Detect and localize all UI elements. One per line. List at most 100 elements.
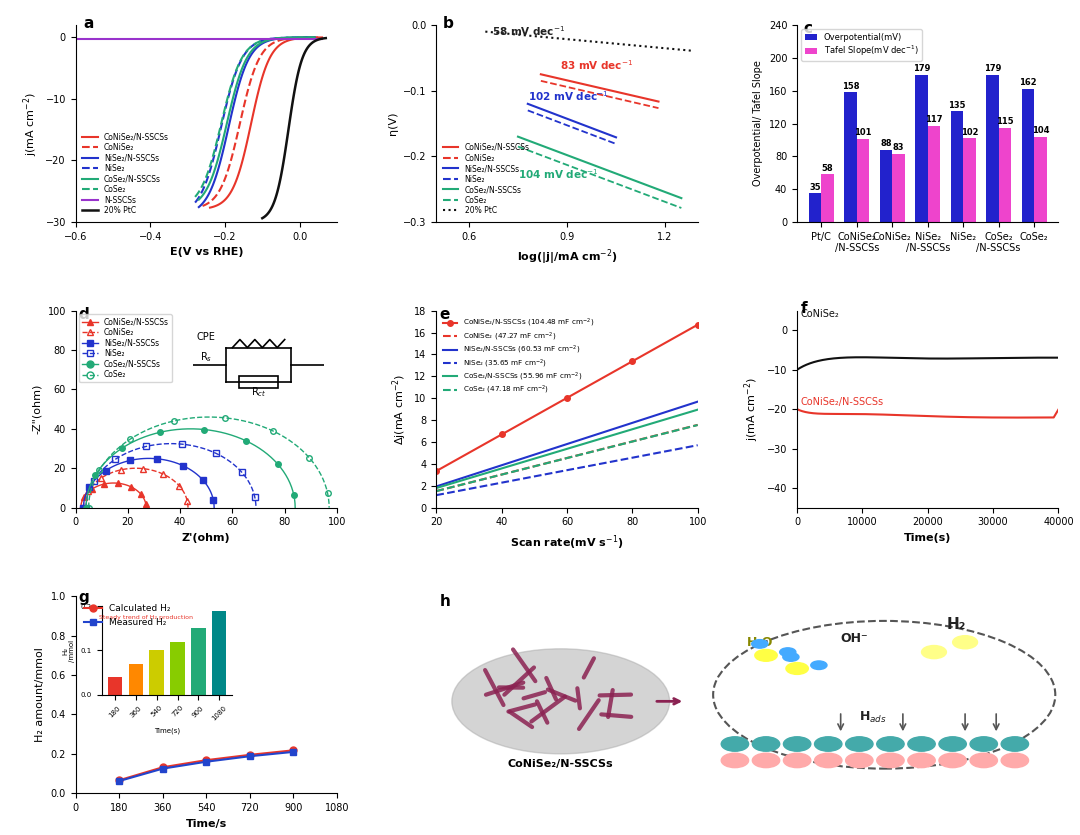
CoNiSe₂ (47.27 mF cm$^{-2}$)	[430, 486, 443, 496]
CoNiSe₂	[1005, 353, 1018, 363]
CoSe₂/N-SSCSs (55.96 mF cm$^{-2}$)	[561, 444, 573, 454]
Line: NiSe₂ (35.65 mF cm$^{-2}$): NiSe₂ (35.65 mF cm$^{-2}$)	[436, 445, 698, 495]
Circle shape	[753, 736, 780, 752]
CoNiSe₂ (47.27 mF cm$^{-2}$)	[495, 469, 508, 479]
Circle shape	[755, 650, 778, 661]
Circle shape	[970, 736, 998, 752]
Calculated H₂	[112, 775, 125, 785]
CoNiSe₂/N-SSCSs	[946, 412, 959, 422]
NiSe₂ (35.65 mF cm$^{-2}$)	[495, 478, 508, 488]
Text: 158: 158	[841, 82, 860, 91]
Line: CoSe₂/N-SSCSs: CoSe₂/N-SSCSs	[199, 38, 314, 200]
Text: 115: 115	[996, 117, 1014, 126]
Calculated H₂	[287, 746, 300, 756]
20% PtC	[314, 34, 327, 44]
CoSe₂	[260, 34, 273, 44]
Text: CoNiSe₂/N-SSCSs: CoNiSe₂/N-SSCSs	[508, 759, 613, 769]
CoNiSe₂/N-SSCSs	[225, 186, 238, 196]
Bar	[950, 111, 963, 222]
CoNiSe₂/N-SSCSs	[932, 412, 945, 422]
CoNiSe₂	[312, 33, 325, 43]
Circle shape	[783, 736, 811, 752]
CoSe₂/N-SSCSs	[308, 33, 321, 43]
Text: 88: 88	[880, 139, 892, 148]
NiSe₂	[212, 135, 225, 145]
Line: CoNiSe₂ (47.27 mF cm$^{-2}$): CoNiSe₂ (47.27 mF cm$^{-2}$)	[436, 425, 698, 491]
Line: Calculated H₂: Calculated H₂	[116, 746, 297, 784]
X-axis label: E(V vs RHE): E(V vs RHE)	[170, 247, 243, 257]
20% PtC	[288, 84, 301, 94]
Text: h: h	[440, 595, 450, 609]
Circle shape	[783, 753, 811, 767]
Text: 35: 35	[809, 183, 821, 192]
NiSe₂/N-SSCSs (60.53 mF cm$^{-2}$)	[561, 439, 573, 449]
CoSe₂/N-SSCSs	[215, 143, 228, 153]
20% PtC	[256, 213, 269, 223]
N-SSCSs	[296, 34, 309, 44]
Circle shape	[877, 736, 904, 752]
CoNiSe₂	[791, 365, 804, 375]
NiSe₂/N-SSCSs	[261, 36, 274, 46]
Text: a: a	[83, 16, 94, 31]
NiSe₂/N-SSCSs	[219, 134, 232, 144]
Text: CoNiSe₂: CoNiSe₂	[800, 309, 839, 319]
NiSe₂	[260, 34, 273, 44]
CoNiSe₂	[1052, 352, 1065, 362]
Circle shape	[908, 753, 935, 767]
CoSe₂	[251, 38, 264, 48]
CoSe₂/N-SSCSs (55.96 mF cm$^{-2}$)	[495, 463, 508, 473]
Line: CoSe₂/N-SSCSs (55.96 mF cm$^{-2}$): CoSe₂/N-SSCSs (55.96 mF cm$^{-2}$)	[436, 410, 698, 488]
Text: 179: 179	[984, 64, 1001, 73]
Text: 117: 117	[926, 115, 943, 124]
Y-axis label: η(V): η(V)	[388, 112, 397, 135]
Circle shape	[939, 736, 967, 752]
Measured H₂	[157, 764, 170, 774]
Line: CoNiSe₂: CoNiSe₂	[797, 357, 1058, 370]
NiSe₂	[308, 33, 321, 43]
Legend: Calculated H₂, Measured H₂: Calculated H₂, Measured H₂	[80, 601, 174, 630]
Circle shape	[786, 663, 808, 675]
Calculated H₂	[243, 750, 256, 760]
CoNiSe₂/N-SSCSs	[261, 57, 274, 67]
NiSe₂/N-SSCSs	[252, 41, 265, 51]
Text: d: d	[78, 306, 89, 321]
NiSe₂/N-SSCSs	[215, 154, 228, 164]
Text: 102 mV dec$^{-1}$: 102 mV dec$^{-1}$	[528, 89, 608, 103]
CoSe₂ (47.18 mF cm$^{-2}$)	[691, 420, 704, 430]
Text: 58: 58	[822, 164, 834, 173]
CoSe₂/N-SSCSs	[302, 33, 315, 43]
NiSe₂	[216, 114, 229, 124]
N-SSCSs	[315, 34, 328, 44]
Y-axis label: Δj(mA cm$^{-2}$): Δj(mA cm$^{-2}$)	[390, 373, 408, 445]
X-axis label: Scan rate(mV s$^{-1}$): Scan rate(mV s$^{-1}$)	[510, 533, 624, 551]
CoSe₂	[302, 33, 315, 43]
Bar	[963, 139, 975, 222]
Text: c: c	[804, 21, 812, 36]
CoNiSe₂/N-SSCSs	[230, 176, 243, 186]
20% PtC	[316, 33, 329, 43]
Circle shape	[1001, 736, 1028, 752]
CoNiSe₂/N-SSCSs	[916, 411, 929, 421]
Measured H₂	[112, 776, 125, 786]
X-axis label: Time/s: Time/s	[186, 818, 227, 828]
20% PtC	[320, 33, 333, 43]
Text: b: b	[443, 17, 454, 32]
CoNiSe₂	[218, 175, 231, 185]
X-axis label: log(|j|/mA cm$^{-2}$): log(|j|/mA cm$^{-2}$)	[516, 247, 618, 267]
Y-axis label: -Z"(ohm): -Z"(ohm)	[32, 384, 42, 434]
Text: OH⁻: OH⁻	[840, 632, 868, 645]
Y-axis label: Overpotential/ Tafel Slope: Overpotential/ Tafel Slope	[753, 61, 764, 186]
Text: 58 mV dec$^{-1}$: 58 mV dec$^{-1}$	[491, 23, 565, 38]
Text: H$_{ads}$: H$_{ads}$	[860, 710, 887, 725]
N-SSCSs	[216, 34, 229, 44]
CoNiSe₂/N-SSCSs	[203, 203, 216, 213]
Text: 104: 104	[1031, 126, 1049, 135]
NiSe₂/N-SSCSs	[308, 33, 321, 43]
Legend: Overpotential(mV), Tafel Slope(mV dec$^{-1}$): Overpotential(mV), Tafel Slope(mV dec$^{…	[801, 29, 922, 61]
CoNiSe₂ (47.27 mF cm$^{-2}$)	[626, 437, 639, 447]
Circle shape	[814, 736, 842, 752]
Measured H₂	[243, 752, 256, 762]
Text: H₂O: H₂O	[747, 635, 773, 649]
Circle shape	[908, 736, 935, 752]
Circle shape	[811, 661, 827, 670]
